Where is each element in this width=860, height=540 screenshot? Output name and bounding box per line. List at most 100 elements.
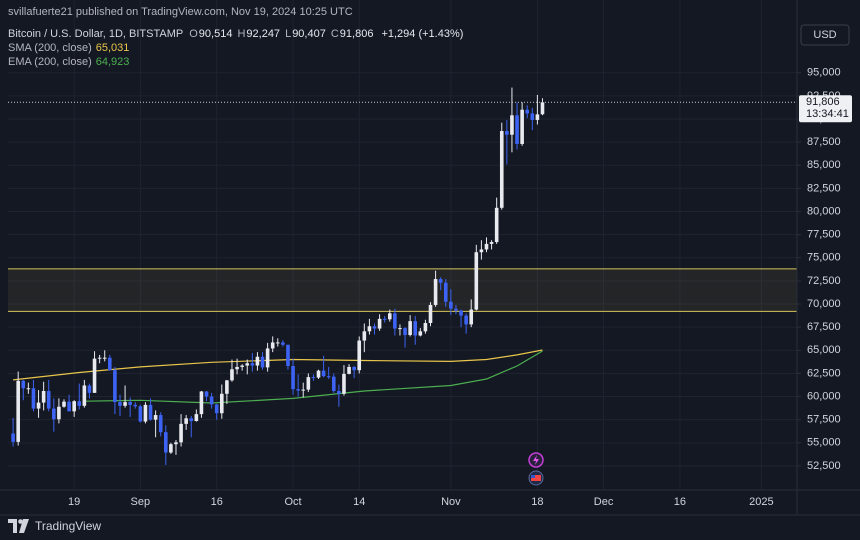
x-tick-label: Oct <box>284 496 301 508</box>
x-tick-label: 16 <box>211 496 223 508</box>
candle-body <box>52 408 56 420</box>
candle-body <box>194 414 199 422</box>
footer[interactable]: TradingView <box>8 519 101 533</box>
x-tick-label: Dec <box>594 496 614 508</box>
candle-body <box>255 356 260 366</box>
candle-body <box>337 391 341 394</box>
ohlc: O 90,514 H 92,247 L 90,407 C 91,806 <box>189 28 377 40</box>
candle-body <box>515 115 519 144</box>
ema-legend: EMA (200, close) 64,923 <box>8 56 129 68</box>
candle-body <box>311 377 316 379</box>
candle-body <box>102 357 107 359</box>
candle-body <box>204 391 209 397</box>
candle-body <box>499 131 504 208</box>
candle-body <box>46 391 51 409</box>
candle-body <box>16 380 20 442</box>
y-tick-label: 70,000 <box>807 298 841 310</box>
symbol: Bitcoin / U.S. Dollar, 1D, BITSTAMP <box>8 28 184 40</box>
candle-body <box>260 356 265 368</box>
candle-body <box>31 388 36 409</box>
byline-text: svillafuerte21 published on TradingView.… <box>8 6 353 18</box>
candle-body <box>398 328 402 330</box>
candle-body <box>403 328 407 336</box>
candle-body <box>209 396 214 405</box>
candle-body <box>408 321 412 336</box>
y-tick-label: 77,500 <box>807 229 841 241</box>
event-icon-glyph <box>533 455 539 465</box>
candle-body <box>62 401 66 407</box>
x-tick-label: Sep <box>131 496 151 508</box>
byline: svillafuerte21 published on TradingView.… <box>8 6 353 18</box>
event-icon-glyph <box>531 475 541 481</box>
ohlc-value: 92,247 <box>246 28 281 40</box>
candle-body <box>199 391 204 415</box>
candle-body <box>428 304 433 324</box>
candle-body <box>418 331 423 336</box>
zone <box>8 268 797 312</box>
candle-body <box>87 385 92 393</box>
y-tick-label: 85,000 <box>807 159 841 171</box>
candle-body <box>301 389 306 391</box>
candle-body <box>169 444 173 453</box>
candle-body <box>143 404 148 422</box>
candle-body <box>92 358 97 393</box>
logo <box>8 519 29 533</box>
candle-body <box>11 433 15 442</box>
candle-body <box>235 366 239 370</box>
price-tag-price: 91,806 <box>806 96 840 108</box>
brand: TradingView <box>35 519 102 533</box>
candle-body <box>494 207 499 243</box>
event-icon-glyph <box>531 475 535 478</box>
y-tick-label: 95,000 <box>807 67 841 79</box>
x-tick-label: 2025 <box>749 496 773 508</box>
ohlc-value: 90,514 <box>198 28 233 40</box>
y-tick-label: 65,000 <box>807 344 841 356</box>
currency-box <box>800 24 850 46</box>
y-tick-label: 75,000 <box>807 252 841 264</box>
candle-body <box>82 385 87 406</box>
candle-body <box>265 348 270 368</box>
x-tick-label: Nov <box>441 496 461 508</box>
candle-body <box>230 369 234 381</box>
y-tick-label: 60,000 <box>807 390 841 402</box>
candle-body <box>505 131 509 135</box>
y-tick-label: 55,000 <box>807 437 841 449</box>
indicator-line <box>84 350 543 404</box>
candle-body <box>459 310 463 316</box>
ohlc-value: 90,407 <box>292 28 326 40</box>
candle-body <box>484 243 489 250</box>
candle-body <box>148 404 153 420</box>
ohlc-key: H <box>237 28 246 40</box>
candle-body <box>214 404 219 414</box>
candle-body <box>387 313 392 320</box>
event-icons[interactable] <box>528 452 544 486</box>
candle-body <box>113 370 117 403</box>
change: +1,294 (+1.43%) <box>381 28 464 40</box>
ohlc-key: O <box>189 28 198 40</box>
y-tick-label: 82,500 <box>807 182 841 194</box>
candle-body <box>362 331 367 341</box>
candle-body <box>530 113 535 120</box>
y-tick-label: 80,000 <box>807 205 841 217</box>
candle-body <box>540 102 545 115</box>
candle-body <box>535 114 540 120</box>
candle-body <box>174 442 178 445</box>
y-tick-label: 87,500 <box>807 136 841 148</box>
candle-body <box>189 418 194 422</box>
candle-body <box>240 365 244 367</box>
candle-body <box>357 340 362 371</box>
candle-body <box>245 363 250 366</box>
candle-body <box>179 423 183 443</box>
legend-label: EMA (200, close) <box>8 56 92 68</box>
y-tick-label: 67,500 <box>807 321 841 333</box>
x-tick-label: 18 <box>531 496 543 508</box>
candle-body <box>133 404 138 407</box>
currency: USD <box>813 29 836 41</box>
y-tick-label: 72,500 <box>807 275 841 287</box>
candle-body <box>281 342 285 345</box>
candle-body <box>184 418 188 424</box>
y-tick-label: 62,500 <box>807 367 841 379</box>
candle-body <box>72 401 76 412</box>
candle-body <box>443 282 448 302</box>
candle-body <box>57 406 61 420</box>
